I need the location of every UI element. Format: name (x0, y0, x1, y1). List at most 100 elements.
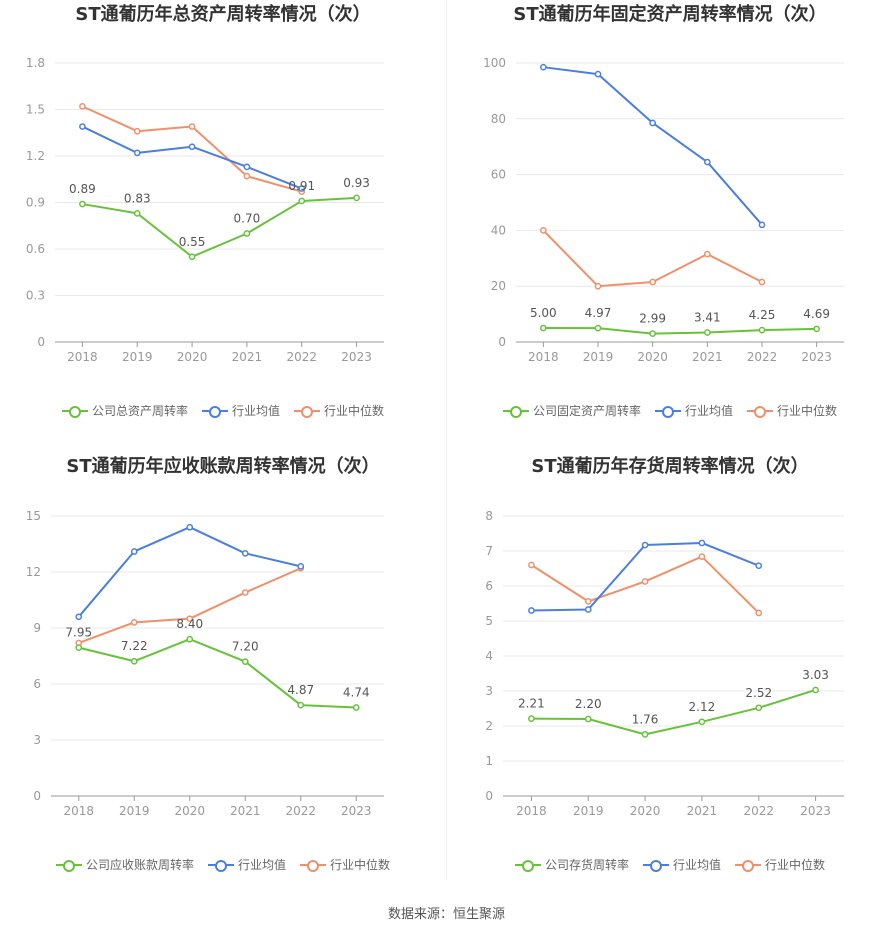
legend-marker-icon (747, 405, 773, 418)
y-tick-label: 0 (498, 335, 506, 349)
x-tick-label: 2020 (630, 804, 661, 818)
chart-title: ST通葡历年固定资产周转率情况（次） (513, 4, 827, 25)
legend-marker-icon (642, 859, 669, 872)
data-label: 0.89 (69, 182, 96, 196)
y-tick-label: 8 (485, 509, 493, 523)
y-tick-label: 9 (33, 621, 41, 635)
legend-label: 行业中位数 (330, 858, 391, 872)
data-point (758, 221, 766, 229)
x-tick-label: 2018 (63, 804, 94, 818)
y-tick-label: 6 (33, 677, 41, 691)
legend-marker-icon (294, 405, 320, 418)
data-point (133, 127, 141, 135)
data-point (353, 194, 360, 202)
y-tick-label: 0 (33, 789, 41, 803)
legend-marker-icon (61, 405, 88, 418)
data-source-note: 数据来源：恒生聚源 (387, 907, 505, 922)
y-tick-label: 100 (483, 56, 506, 70)
data-point (75, 644, 83, 651)
data-point (594, 282, 602, 290)
legend-label: 行业均值 (672, 858, 721, 872)
data-label: 2.52 (745, 686, 772, 700)
y-tick-label: 40 (491, 223, 506, 237)
legend-item-industry-median[interactable]: 行业中位数 (735, 856, 825, 873)
legend-item-industry-median[interactable]: 行业中位数 (300, 856, 390, 873)
series-line (78, 638, 357, 709)
data-point (528, 715, 535, 722)
data-point (584, 598, 592, 605)
data-point (188, 253, 196, 261)
x-tick-label: 2020 (177, 350, 208, 364)
legend-item-industry-mean[interactable]: 行业均值 (642, 856, 721, 873)
data-point (758, 278, 766, 286)
data-point (188, 123, 196, 130)
data-label: 0.55 (179, 235, 206, 249)
data-label: 0.83 (124, 191, 151, 205)
legend-item-industry-mean[interactable]: 行业均值 (201, 402, 280, 419)
y-tick-label: 0 (485, 789, 493, 803)
data-point (130, 657, 138, 665)
data-point (243, 230, 251, 237)
legend-item-industry-mean[interactable]: 行业均值 (207, 856, 286, 873)
x-tick-label: 2023 (341, 804, 372, 818)
y-tick-label: 6 (485, 579, 493, 593)
y-tick-label: 0.6 (26, 242, 45, 256)
legend-item-company[interactable]: 公司存货周转率 (514, 856, 629, 873)
y-tick-label: 80 (491, 112, 506, 126)
data-point (539, 63, 547, 71)
legend-item-company[interactable]: 公司固定资产周转率 (502, 402, 641, 419)
x-tick-label: 2019 (119, 804, 150, 818)
data-point (698, 718, 706, 726)
legend-label: 行业中位数 (765, 858, 826, 872)
chart-legend: 公司固定资产周转率 行业均值 行业中位数 (447, 402, 893, 419)
y-tick-label: 5 (485, 614, 493, 628)
x-tick-label: 2021 (232, 350, 263, 364)
chart-panel-fixed-asset-turnover: ST通葡历年固定资产周转率情况（次） 0 20 40 60 80 100 2018 2019 2… (447, 0, 893, 440)
data-point (75, 613, 83, 621)
data-point (130, 619, 138, 626)
data-point (528, 607, 535, 614)
data-point (298, 185, 306, 192)
legend-label: 公司应收账款周转率 (85, 858, 194, 872)
data-point (813, 325, 821, 333)
data-label: 3.41 (694, 310, 721, 324)
chart-panel-receivables-turnover: ST通葡历年应收账款周转率情况（次） 0 3 6 9 12 15 2018 2019 2020 2… (0, 452, 446, 892)
data-label: 4.87 (287, 683, 314, 697)
legend-label: 行业均值 (237, 858, 286, 872)
legend-marker-icon (207, 859, 234, 872)
x-tick-label: 2018 (528, 350, 559, 364)
legend-item-industry-median[interactable]: 行业中位数 (747, 402, 837, 419)
x-tick-label: 2022 (285, 804, 316, 818)
data-point (594, 324, 602, 332)
series-line (82, 196, 357, 258)
data-label: 4.69 (803, 307, 830, 321)
legend-item-company[interactable]: 公司总资产周转率 (61, 402, 188, 419)
y-tick-label: 0 (37, 335, 45, 349)
data-label: 2.21 (518, 697, 545, 711)
y-tick-label: 0.3 (26, 289, 45, 303)
legend-marker-icon (654, 405, 681, 418)
legend-marker-icon (55, 859, 82, 872)
data-point (539, 324, 547, 332)
legend-item-company[interactable]: 公司应收账款周转率 (55, 856, 194, 873)
y-tick-label: 12 (26, 565, 41, 579)
data-point (641, 731, 649, 738)
legend-item-industry-median[interactable]: 行业中位数 (294, 402, 384, 419)
data-point (584, 606, 592, 613)
data-point (539, 227, 547, 234)
y-tick-label: 2 (485, 719, 493, 733)
data-point (528, 561, 535, 569)
x-tick-label: 2022 (747, 350, 778, 364)
y-tick-label: 15 (26, 509, 41, 523)
series-line (543, 327, 817, 335)
data-point (79, 123, 86, 130)
data-label: 7.22 (121, 639, 148, 653)
data-point (133, 149, 141, 157)
data-point (755, 562, 763, 570)
chart-plot: 0 1 2 3 4 5 6 7 8 2018 2019 2020 2021 2022 2023 2.21 2.2… (485, 509, 844, 818)
legend-label: 公司存货周转率 (544, 858, 629, 872)
legend-item-industry-mean[interactable]: 行业均值 (654, 402, 733, 419)
data-point (703, 250, 711, 258)
legend-marker-icon (514, 859, 541, 872)
data-label: 7.20 (232, 640, 259, 654)
